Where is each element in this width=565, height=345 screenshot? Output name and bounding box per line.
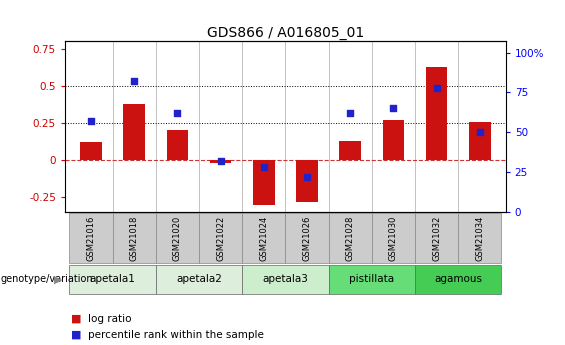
FancyBboxPatch shape xyxy=(415,213,458,264)
Point xyxy=(432,85,441,90)
Text: ■: ■ xyxy=(71,330,81,339)
Bar xyxy=(340,141,361,160)
Bar xyxy=(383,120,404,160)
Text: ▶: ▶ xyxy=(54,275,62,284)
Text: GSM21020: GSM21020 xyxy=(173,215,182,261)
FancyBboxPatch shape xyxy=(242,265,328,294)
Text: percentile rank within the sample: percentile rank within the sample xyxy=(88,330,263,339)
Text: GSM21030: GSM21030 xyxy=(389,215,398,261)
Bar xyxy=(253,160,275,205)
Text: GSM21028: GSM21028 xyxy=(346,215,355,261)
Bar xyxy=(210,160,231,163)
Text: GSM21024: GSM21024 xyxy=(259,215,268,261)
Point xyxy=(475,130,484,135)
Point xyxy=(216,158,225,164)
Text: log ratio: log ratio xyxy=(88,314,131,324)
Point xyxy=(259,165,268,170)
FancyBboxPatch shape xyxy=(285,213,328,264)
FancyBboxPatch shape xyxy=(328,213,372,264)
Text: pistillata: pistillata xyxy=(349,275,394,284)
Text: GSM21022: GSM21022 xyxy=(216,215,225,261)
Text: GSM21016: GSM21016 xyxy=(86,215,95,261)
Text: GSM21032: GSM21032 xyxy=(432,215,441,261)
FancyBboxPatch shape xyxy=(69,265,156,294)
FancyBboxPatch shape xyxy=(112,213,156,264)
Text: GSM21034: GSM21034 xyxy=(475,215,484,261)
FancyBboxPatch shape xyxy=(199,213,242,264)
Text: genotype/variation: genotype/variation xyxy=(1,275,93,284)
Point xyxy=(346,110,355,116)
Point xyxy=(129,79,138,84)
Text: apetala2: apetala2 xyxy=(176,275,222,284)
Bar xyxy=(167,130,188,160)
FancyBboxPatch shape xyxy=(415,265,501,294)
Text: agamous: agamous xyxy=(434,275,482,284)
Bar xyxy=(123,104,145,160)
Bar xyxy=(80,142,102,160)
FancyBboxPatch shape xyxy=(69,213,112,264)
Point xyxy=(86,118,95,124)
Text: ■: ■ xyxy=(71,314,81,324)
Text: apetala1: apetala1 xyxy=(90,275,136,284)
FancyBboxPatch shape xyxy=(242,213,285,264)
Point xyxy=(173,110,182,116)
Bar xyxy=(426,67,447,160)
FancyBboxPatch shape xyxy=(156,213,199,264)
Text: apetala3: apetala3 xyxy=(262,275,308,284)
Text: GSM21018: GSM21018 xyxy=(129,215,138,261)
Point xyxy=(302,174,311,180)
Bar xyxy=(469,121,490,160)
Text: GSM21026: GSM21026 xyxy=(302,215,311,261)
FancyBboxPatch shape xyxy=(372,213,415,264)
FancyBboxPatch shape xyxy=(328,265,415,294)
Point xyxy=(389,106,398,111)
FancyBboxPatch shape xyxy=(156,265,242,294)
FancyBboxPatch shape xyxy=(458,213,501,264)
Bar xyxy=(296,160,318,202)
Title: GDS866 / A016805_01: GDS866 / A016805_01 xyxy=(207,26,364,40)
